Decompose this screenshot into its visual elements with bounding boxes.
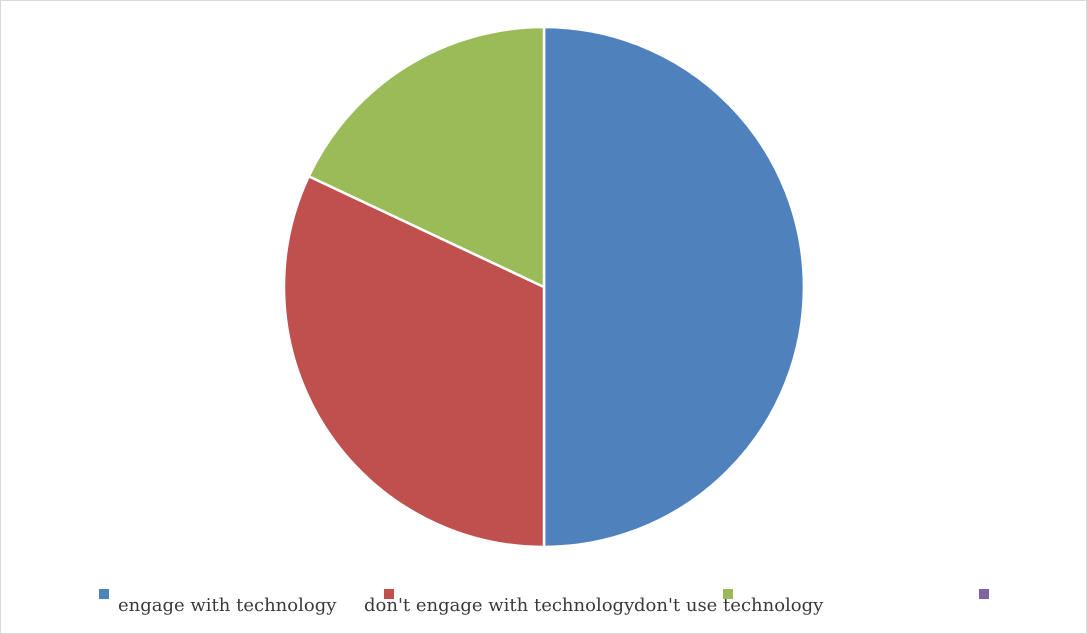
pie-slice-engage <box>542 25 806 549</box>
pie-slice-dont-engage <box>282 175 546 549</box>
pie-slice-dont-use <box>307 25 546 289</box>
